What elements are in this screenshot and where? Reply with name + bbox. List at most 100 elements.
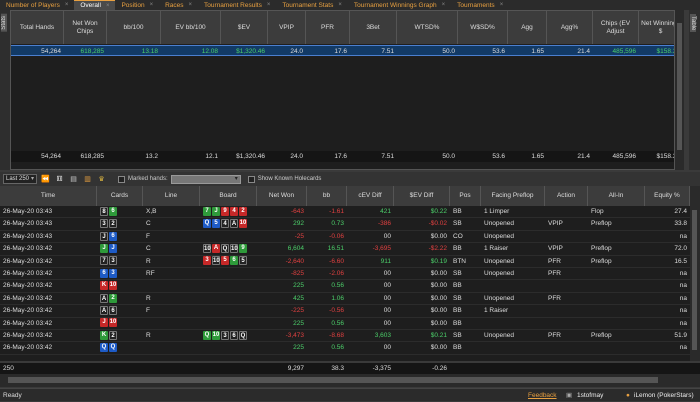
hand-cell: 27.4 (674, 208, 687, 215)
trophy-icon[interactable]: ♛ (98, 176, 105, 183)
tab-tournament-results[interactable]: Tournament Results × (198, 0, 276, 10)
stats-col-header[interactable]: bb/100 (107, 11, 161, 44)
tab-number-of-players[interactable]: Number of Players × (0, 0, 74, 10)
hand-cell: 00 (383, 307, 391, 315)
tab-tournament-stats[interactable]: Tournament Stats × (276, 0, 347, 10)
hands-col-header[interactable]: Time (0, 186, 97, 206)
playing-card: A (100, 305, 108, 315)
playing-card: 5 (212, 219, 220, 229)
hand-cell: -3,473 (285, 332, 304, 339)
hands-col-header[interactable]: Board (200, 186, 257, 206)
playing-card: A (100, 293, 108, 303)
hands-col-header[interactable]: Cards (97, 186, 143, 206)
hands-col-header[interactable]: Equity % (645, 186, 690, 206)
marked-hands-checkbox[interactable] (118, 175, 125, 183)
stats-col-header[interactable]: VPIP (268, 11, 306, 44)
stats-total-cell: $1,320.46 (236, 153, 265, 160)
tab-tournament-winnings-graph[interactable]: Tournament Winnings Graph × (348, 0, 451, 10)
tab-races[interactable]: Races × (159, 0, 198, 10)
rewind-icon[interactable]: ⏪ (41, 176, 50, 183)
stats-col-header[interactable]: Total Hands (11, 11, 64, 44)
tab-overall[interactable]: Overall × (74, 0, 116, 10)
hand-cell: $0.00 (430, 232, 447, 240)
stats-selected-row[interactable]: 54,264 618,285 13.18 12.08 $1,320.46 24.0 17.6… (11, 45, 683, 56)
hand-cell (588, 268, 645, 280)
table-side-tab[interactable]: Table (689, 10, 700, 170)
horizontal-scrollbar[interactable] (0, 374, 700, 387)
stats-col-header[interactable]: 3Bet (350, 11, 397, 44)
tab-position[interactable]: Position × (115, 0, 159, 10)
hands-scrollbar[interactable] (690, 186, 700, 361)
stats-col-header[interactable]: EV bb/100 (161, 11, 221, 44)
marked-hands-dropdown[interactable] (170, 174, 241, 184)
playing-card: 3 (109, 256, 117, 266)
hand-limit-select[interactable]: Last 250 (3, 174, 37, 184)
close-icon[interactable]: × (188, 2, 193, 8)
dice-icon[interactable]: ⚅ (56, 176, 63, 183)
columns-icon[interactable]: ▤ (70, 176, 77, 183)
stats-col-header[interactable]: WTSD% (397, 11, 458, 44)
stats-col-header[interactable]: Agg% (547, 11, 593, 44)
chart-icon[interactable]: ▥ (84, 176, 91, 183)
close-icon[interactable]: × (266, 2, 271, 8)
stats-col-header[interactable]: $EV (221, 11, 268, 44)
hand-cell: BTN (453, 257, 466, 265)
table-row[interactable]: 26-May-20 03:43 3 2 C Q 5 4 A 10 292 0.73 -386 -$0.0… (0, 218, 690, 231)
tab-tournaments[interactable]: Tournaments × (451, 0, 509, 10)
hand-cell: R (146, 257, 151, 265)
hand-cell: -$0.02 (428, 220, 447, 228)
table-row[interactable]: 26-May-20 03:42 Q Q 225 0.56 00 $0.00 BB na (0, 342, 690, 355)
close-icon[interactable]: × (64, 2, 69, 8)
hands-col-header[interactable]: Action (545, 186, 588, 206)
hand-cell: SB (453, 332, 462, 339)
close-icon[interactable]: × (149, 2, 154, 8)
playing-card: 10 (109, 281, 117, 291)
close-icon[interactable]: × (441, 2, 446, 8)
stats-scrollbar[interactable] (674, 10, 684, 170)
hands-col-header[interactable]: All-In (588, 186, 645, 206)
table-row[interactable]: 26-May-20 03:42 A 2 R 425 1.06 00 $0.00 SB Unopen… (0, 293, 690, 306)
table-row[interactable]: 26-May-20 03:42 K 10 225 0.56 00 $0.00 BB na (0, 280, 690, 293)
stats-col-header[interactable]: Net Won Chips (64, 11, 107, 44)
feedback-link[interactable]: Feedback (528, 392, 557, 399)
playing-card: 6 (230, 256, 238, 266)
hands-col-header[interactable]: Net Won (257, 186, 307, 206)
hand-cell: PFR (548, 270, 561, 277)
table-row[interactable]: 26-May-20 03:42 A 6 F -225 -0.56 00 $0.00 BB 1 Ra… (0, 305, 690, 318)
table-row[interactable]: 26-May-20 03:43 J 6 F -25 -0.06 00 $0.00 CO Unope… (0, 231, 690, 244)
close-icon[interactable]: × (338, 2, 342, 8)
table-row[interactable]: 26-May-20 03:42 J J C 10 A Q 10 9 6,604 16.51 -3,69… (0, 243, 690, 256)
stats-col-header[interactable]: Agg (508, 11, 547, 44)
hands-col-header[interactable]: Line (143, 186, 200, 206)
hand-cell: -386 (377, 220, 391, 228)
stats-col-header[interactable]: W$SD% (458, 11, 508, 44)
table-row[interactable]: 26-May-20 03:42 7 3 R 3 10 5 6 5 -2,640 -6.60 911 $0… (0, 256, 690, 268)
hand-cell: 1 Limper (484, 208, 510, 215)
stats-scroll-thumb[interactable] (677, 23, 682, 150)
status-bar: Ready Feedback ▣ 1stofmay ● iLemon (Poke… (0, 388, 700, 401)
hand-cell (545, 280, 588, 292)
hand-cell (588, 280, 645, 292)
table-row[interactable]: 26-May-20 03:42 6 3 RF -825 -2.06 00 $0.00 SB Uno… (0, 268, 690, 281)
stats-totals-row: 54,264 618,285 13.2 12.1 $1,320.46 24.0 17.6 7.… (11, 151, 683, 162)
table-row[interactable]: 26-May-20 03:43 8 6 X,B 7 J 9 4 2 -643 -1.61 421 $0.… (0, 206, 690, 219)
stats-col-header[interactable]: PFR (306, 11, 350, 44)
hands-col-header[interactable]: $EV Diff (394, 186, 450, 206)
close-icon[interactable]: × (105, 2, 110, 9)
hands-col-header[interactable]: Facing Preflop (481, 186, 545, 206)
hands-col-header[interactable]: Pos (450, 186, 481, 206)
stats-side-tab[interactable]: Stats (0, 10, 10, 170)
table-row[interactable]: 26-May-20 03:42 K 2 R Q 10 3 6 Q -3,473 -8.68 3,603… (0, 330, 690, 343)
horizontal-scroll-thumb[interactable] (8, 377, 658, 383)
hand-cell: -0.56 (329, 307, 344, 315)
hands-scroll-thumb[interactable] (692, 210, 697, 350)
hands-col-header[interactable]: bb (307, 186, 347, 206)
table-row[interactable]: 26-May-20 03:42 J 10 225 0.56 00 $0.00 BB na (0, 318, 690, 330)
stats-col-header[interactable]: Chips (EV Adjust (593, 11, 639, 44)
close-icon[interactable]: × (499, 2, 504, 8)
hands-col-header[interactable]: cEV Diff (347, 186, 394, 206)
hand-cell (545, 231, 588, 243)
known-holecards-checkbox[interactable] (247, 175, 255, 183)
playing-card: 5 (239, 256, 247, 266)
